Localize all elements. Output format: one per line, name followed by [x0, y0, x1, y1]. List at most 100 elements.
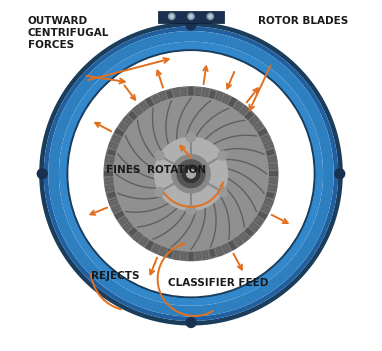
Circle shape	[186, 133, 196, 142]
Polygon shape	[189, 252, 193, 260]
Polygon shape	[48, 31, 334, 317]
Polygon shape	[115, 128, 124, 137]
Polygon shape	[123, 223, 133, 231]
Circle shape	[155, 151, 164, 160]
Circle shape	[188, 13, 194, 20]
Polygon shape	[153, 95, 160, 104]
Polygon shape	[66, 49, 316, 298]
Polygon shape	[167, 91, 173, 99]
Polygon shape	[113, 135, 121, 143]
Polygon shape	[140, 102, 148, 111]
Polygon shape	[105, 164, 113, 169]
Polygon shape	[159, 91, 166, 101]
Polygon shape	[174, 88, 180, 97]
Circle shape	[189, 15, 193, 18]
Polygon shape	[268, 157, 277, 162]
Polygon shape	[140, 237, 148, 245]
Circle shape	[186, 20, 196, 30]
Polygon shape	[108, 150, 116, 155]
Polygon shape	[59, 42, 323, 306]
Polygon shape	[123, 116, 133, 125]
Polygon shape	[120, 123, 128, 131]
Polygon shape	[133, 232, 142, 242]
Polygon shape	[44, 26, 338, 321]
Polygon shape	[158, 11, 224, 23]
Polygon shape	[269, 179, 277, 184]
Polygon shape	[108, 192, 116, 198]
Polygon shape	[222, 244, 229, 252]
Circle shape	[104, 87, 278, 260]
Polygon shape	[196, 251, 201, 259]
Polygon shape	[249, 223, 259, 231]
Text: ROTOR BLADES: ROTOR BLADES	[258, 16, 348, 26]
Polygon shape	[129, 227, 137, 236]
Circle shape	[218, 187, 227, 197]
Circle shape	[172, 155, 210, 193]
Polygon shape	[249, 116, 259, 125]
Polygon shape	[167, 249, 173, 257]
Circle shape	[168, 13, 175, 20]
Polygon shape	[240, 106, 249, 115]
Circle shape	[187, 170, 195, 178]
Polygon shape	[105, 185, 114, 191]
Polygon shape	[269, 172, 278, 176]
Polygon shape	[146, 97, 154, 107]
Polygon shape	[209, 249, 215, 257]
Text: CLASSIFIER FEED: CLASSIFIER FEED	[168, 278, 269, 287]
Polygon shape	[39, 22, 343, 325]
Circle shape	[177, 160, 205, 188]
Polygon shape	[261, 205, 269, 212]
Circle shape	[335, 169, 345, 179]
Polygon shape	[113, 205, 121, 212]
Polygon shape	[245, 112, 253, 120]
Polygon shape	[153, 244, 160, 252]
Polygon shape	[105, 157, 114, 162]
Polygon shape	[240, 232, 249, 242]
Polygon shape	[228, 240, 236, 250]
Text: ROTATION: ROTATION	[147, 165, 206, 175]
Polygon shape	[234, 102, 242, 111]
Polygon shape	[268, 185, 277, 191]
Polygon shape	[234, 237, 242, 245]
Circle shape	[37, 169, 47, 179]
Polygon shape	[264, 199, 274, 206]
Polygon shape	[181, 88, 186, 96]
Text: REJECTS: REJECTS	[91, 271, 139, 280]
Polygon shape	[209, 91, 215, 99]
Polygon shape	[269, 164, 277, 169]
Polygon shape	[104, 172, 113, 176]
Polygon shape	[108, 199, 118, 206]
Polygon shape	[216, 91, 223, 101]
Polygon shape	[196, 88, 201, 96]
Polygon shape	[159, 246, 166, 256]
Polygon shape	[181, 251, 186, 259]
Polygon shape	[228, 97, 236, 107]
Polygon shape	[146, 240, 154, 250]
Text: OUTWARD
CENTRIFUGAL
FORCES: OUTWARD CENTRIFUGAL FORCES	[28, 16, 109, 50]
Circle shape	[154, 137, 228, 210]
Polygon shape	[258, 128, 267, 137]
Polygon shape	[133, 106, 142, 115]
Polygon shape	[202, 88, 208, 97]
Polygon shape	[254, 123, 262, 131]
Polygon shape	[108, 142, 118, 149]
Polygon shape	[261, 135, 269, 143]
Polygon shape	[254, 217, 262, 225]
Polygon shape	[120, 217, 128, 225]
Circle shape	[170, 15, 173, 18]
Circle shape	[218, 151, 227, 160]
Polygon shape	[216, 246, 223, 256]
Polygon shape	[174, 250, 180, 260]
Circle shape	[186, 318, 196, 327]
Polygon shape	[266, 150, 274, 155]
Circle shape	[186, 206, 196, 215]
Polygon shape	[70, 52, 312, 295]
Circle shape	[209, 15, 212, 18]
Polygon shape	[245, 227, 253, 236]
Circle shape	[155, 187, 164, 197]
Polygon shape	[222, 95, 229, 104]
Circle shape	[69, 52, 313, 296]
Polygon shape	[266, 192, 274, 198]
Circle shape	[182, 165, 200, 183]
Polygon shape	[66, 49, 316, 298]
